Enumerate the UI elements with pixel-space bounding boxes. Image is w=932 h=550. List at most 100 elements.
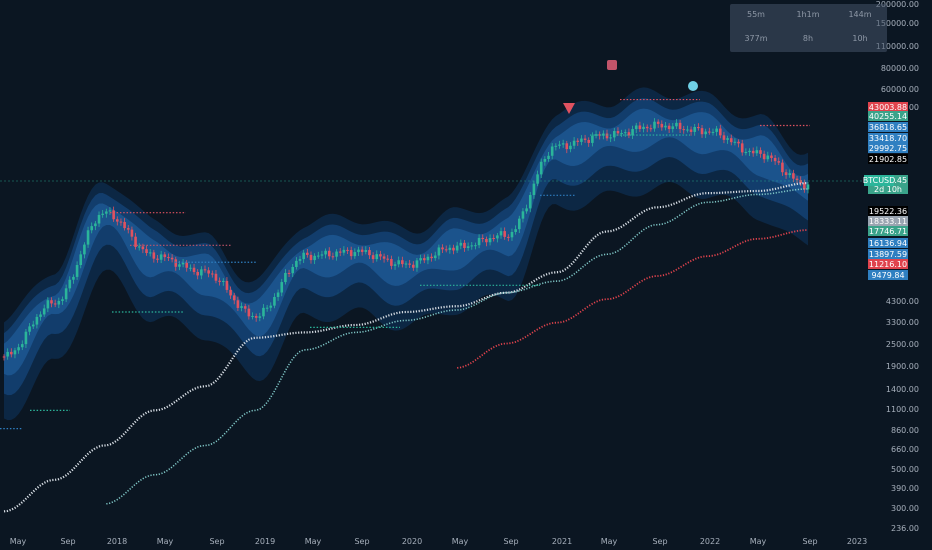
candle-body <box>17 347 20 351</box>
candle-body <box>580 138 583 142</box>
time-axis-tick-label: May <box>305 537 322 546</box>
price-badge-label: 9479.84 <box>871 271 904 280</box>
candle-body <box>331 256 335 258</box>
candle-body <box>686 129 689 131</box>
candle-body <box>466 246 470 249</box>
candle-body <box>689 129 693 132</box>
candle-body <box>327 250 331 257</box>
candle-body <box>306 252 309 255</box>
price-badge-label: 16136.94 <box>869 239 907 248</box>
time-axis-tick-label: May <box>157 537 174 546</box>
candle-body <box>6 351 9 357</box>
candle-body <box>496 235 499 239</box>
candle-body <box>682 129 686 131</box>
signal-circle-marker <box>688 81 698 91</box>
candle-body <box>737 141 740 144</box>
candle-body <box>576 140 580 142</box>
candle-body <box>284 272 287 283</box>
candle-body <box>722 135 726 140</box>
candle-body <box>13 350 17 355</box>
candle-body <box>634 125 638 130</box>
candle-body <box>232 295 236 301</box>
candle-body <box>152 252 156 259</box>
price-axis-tick-label: 500.00 <box>891 465 919 474</box>
candle-body <box>148 252 152 254</box>
candle-body <box>547 155 550 160</box>
candle-body <box>708 131 711 133</box>
price-badge <box>868 259 908 269</box>
candle-body <box>521 211 525 219</box>
candle-body <box>671 126 675 130</box>
candle-body <box>631 129 634 136</box>
candle-body <box>561 143 565 145</box>
candle-body <box>452 247 455 251</box>
candle-body <box>609 137 612 139</box>
candle-body <box>86 230 90 245</box>
candle-body <box>419 258 422 261</box>
time-axis-tick-label: Sep <box>503 537 518 546</box>
candle-body <box>729 138 733 143</box>
price-axis-tick-label: 860.00 <box>891 426 919 435</box>
candle-body <box>302 252 305 260</box>
candle-body <box>616 131 620 134</box>
time-axis-tick-label: May <box>750 537 767 546</box>
candle-body <box>433 255 437 259</box>
candle-body <box>700 128 704 135</box>
timeframe-label: 377m <box>744 34 768 43</box>
candle-body <box>360 249 364 252</box>
candle-body <box>638 125 642 130</box>
time-axis-tick-label: Sep <box>209 537 224 546</box>
candle-body <box>572 140 576 146</box>
candle-body <box>101 213 104 215</box>
time-axis-tick-label: 2020 <box>402 537 422 546</box>
candle-body <box>550 146 554 156</box>
candle-body <box>64 288 68 300</box>
time-axis-tick-label: 2021 <box>552 537 572 546</box>
candle-body <box>660 123 664 128</box>
price-badge <box>868 249 908 259</box>
candle-body <box>349 250 353 257</box>
candle-body <box>543 159 547 162</box>
candle-body <box>613 131 616 138</box>
candle-body <box>31 324 35 327</box>
candle-body <box>287 272 291 274</box>
candle-body <box>134 236 137 247</box>
candle-body <box>258 316 262 318</box>
candle-body <box>697 127 700 129</box>
candle-body <box>97 214 101 224</box>
candle-body <box>795 178 799 181</box>
candle-body <box>335 251 338 257</box>
candle-body <box>105 211 108 214</box>
price-badge-label: 21902.85 <box>869 155 907 164</box>
candle-body <box>50 300 53 304</box>
candle-body <box>539 161 543 175</box>
candle-body <box>240 306 243 308</box>
candle-body <box>393 264 397 266</box>
candle-body <box>627 132 631 136</box>
price-badge-label: 11216.10 <box>869 260 907 269</box>
candle-body <box>174 259 178 267</box>
candle-body <box>645 126 649 129</box>
candle-body <box>532 183 536 196</box>
candle-body <box>57 300 61 305</box>
candle-body <box>39 314 42 317</box>
candle-body <box>474 245 477 247</box>
candle-body <box>265 307 269 309</box>
candle-body <box>386 258 390 260</box>
candle-body <box>481 237 485 239</box>
candle-body <box>159 254 163 260</box>
candle-body <box>667 125 671 130</box>
price-badge <box>868 270 908 280</box>
price-badge <box>868 226 908 236</box>
candle-body <box>507 236 510 238</box>
candle-body <box>751 150 755 154</box>
price-badge-label: 36818.65 <box>869 123 907 132</box>
candle-body <box>324 250 327 255</box>
symbol-badge <box>864 175 894 186</box>
candle-body <box>755 150 759 154</box>
price-axis-tick-label: 150000.00 <box>876 19 919 28</box>
candle-body <box>437 247 441 256</box>
candle-body <box>653 121 656 129</box>
candle-body <box>211 273 214 275</box>
candle-body <box>693 127 697 132</box>
